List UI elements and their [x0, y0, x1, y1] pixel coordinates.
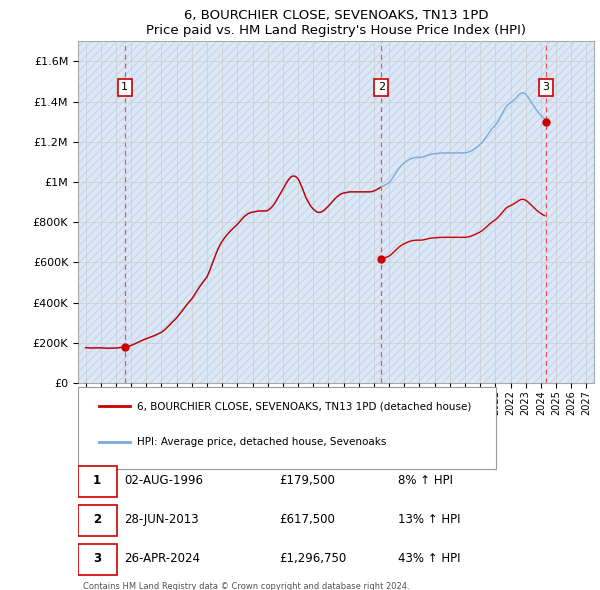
Text: 6, BOURCHIER CLOSE, SEVENOAKS, TN13 1PD (detached house): 6, BOURCHIER CLOSE, SEVENOAKS, TN13 1PD …: [137, 401, 472, 411]
FancyBboxPatch shape: [78, 544, 116, 575]
Text: HPI: Average price, detached house, Sevenoaks: HPI: Average price, detached house, Seve…: [137, 437, 387, 447]
Text: 02-AUG-1996: 02-AUG-1996: [124, 474, 203, 487]
Text: 1: 1: [121, 83, 128, 93]
Text: 13% ↑ HPI: 13% ↑ HPI: [398, 513, 460, 526]
Text: £617,500: £617,500: [279, 513, 335, 526]
Text: 2: 2: [93, 513, 101, 526]
Text: 3: 3: [93, 552, 101, 565]
Text: 3: 3: [542, 83, 549, 93]
Text: Contains HM Land Registry data © Crown copyright and database right 2024.
This d: Contains HM Land Registry data © Crown c…: [83, 582, 410, 590]
Text: 28-JUN-2013: 28-JUN-2013: [124, 513, 199, 526]
FancyBboxPatch shape: [78, 466, 116, 497]
Text: £179,500: £179,500: [279, 474, 335, 487]
FancyBboxPatch shape: [78, 387, 496, 469]
Text: £1,296,750: £1,296,750: [279, 552, 346, 565]
Text: 43% ↑ HPI: 43% ↑ HPI: [398, 552, 460, 565]
Text: 8% ↑ HPI: 8% ↑ HPI: [398, 474, 453, 487]
Text: 26-APR-2024: 26-APR-2024: [124, 552, 200, 565]
Text: 2: 2: [378, 83, 385, 93]
FancyBboxPatch shape: [78, 505, 116, 536]
Text: 1: 1: [93, 474, 101, 487]
Title: 6, BOURCHIER CLOSE, SEVENOAKS, TN13 1PD
Price paid vs. HM Land Registry's House : 6, BOURCHIER CLOSE, SEVENOAKS, TN13 1PD …: [146, 9, 526, 37]
